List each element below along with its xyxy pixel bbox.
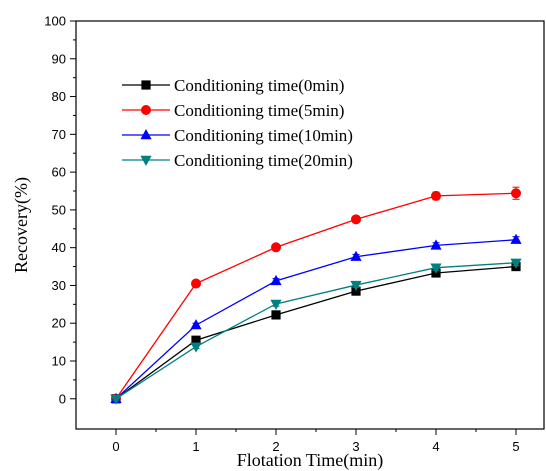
data-point	[190, 342, 202, 353]
legend-marker	[140, 155, 152, 166]
series-0	[111, 261, 521, 404]
data-point	[511, 188, 521, 199]
data-point	[270, 274, 282, 286]
legend-item-3: Conditioning time(20min)	[122, 151, 353, 170]
y-tick-label: 100	[44, 14, 66, 29]
data-point	[191, 278, 201, 289]
data-point	[510, 233, 522, 244]
legend-item-1: Conditioning time(5min)	[122, 101, 344, 120]
y-tick-label: 90	[52, 51, 66, 66]
data-point	[271, 242, 281, 253]
series-line	[115, 265, 517, 400]
y-tick-label: 70	[52, 127, 66, 142]
y-tick-label: 20	[52, 316, 66, 331]
legend-marker	[141, 105, 151, 115]
data-point	[431, 190, 441, 201]
legend-item-2: Conditioning time(10min)	[122, 126, 353, 145]
data-point	[350, 280, 362, 292]
legend-marker	[141, 80, 151, 90]
series-line	[115, 262, 517, 400]
data-point	[191, 335, 201, 345]
data-point	[510, 258, 522, 269]
x-tick-label: 0	[112, 439, 119, 454]
data-point	[190, 319, 202, 330]
data-point	[430, 239, 442, 250]
y-tick-label: 60	[52, 165, 66, 180]
data-point	[351, 286, 361, 296]
x-tick-label: 1	[192, 439, 199, 454]
x-tick-label: 4	[432, 439, 439, 454]
x-tick-label: 3	[352, 439, 359, 454]
legend-marker	[140, 129, 152, 140]
y-tick-label: 10	[52, 354, 66, 369]
data-point	[430, 263, 442, 274]
series-line	[115, 192, 517, 400]
y-tick-label: 0	[59, 391, 66, 406]
y-tick-label: 30	[52, 278, 66, 293]
data-point	[110, 394, 122, 405]
data-point	[351, 214, 361, 225]
series-3	[110, 258, 522, 405]
x-tick-label: 5	[512, 439, 519, 454]
legend-label: Conditioning time(10min)	[174, 126, 353, 145]
data-point	[270, 299, 282, 310]
legend-label: Conditioning time(0min)	[174, 76, 344, 95]
legend-label: Conditioning time(5min)	[174, 101, 344, 120]
x-tick-label: 2	[272, 439, 279, 454]
legend-label: Conditioning time(20min)	[174, 151, 353, 170]
y-tick-label: 80	[52, 89, 66, 104]
series-2	[110, 233, 522, 403]
data-point	[350, 250, 362, 261]
series-line	[115, 239, 517, 400]
y-tick-label: 50	[52, 202, 66, 217]
legend-item-0: Conditioning time(0min)	[122, 76, 344, 95]
plot-frame	[75, 20, 545, 430]
series-1	[111, 186, 521, 404]
y-tick-label: 40	[52, 240, 66, 255]
x-axis-title: Flotation Time(min)	[237, 450, 384, 471]
data-point	[271, 310, 281, 320]
y-axis-title: Recovery(%)	[11, 177, 32, 273]
